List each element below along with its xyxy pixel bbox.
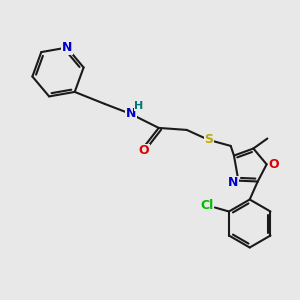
Text: N: N — [125, 107, 136, 120]
Text: N: N — [228, 176, 239, 189]
Text: S: S — [204, 134, 213, 146]
Text: N: N — [62, 41, 72, 54]
Text: O: O — [138, 144, 149, 158]
Text: O: O — [268, 158, 279, 171]
Text: H: H — [134, 101, 143, 111]
Text: Cl: Cl — [200, 199, 214, 212]
